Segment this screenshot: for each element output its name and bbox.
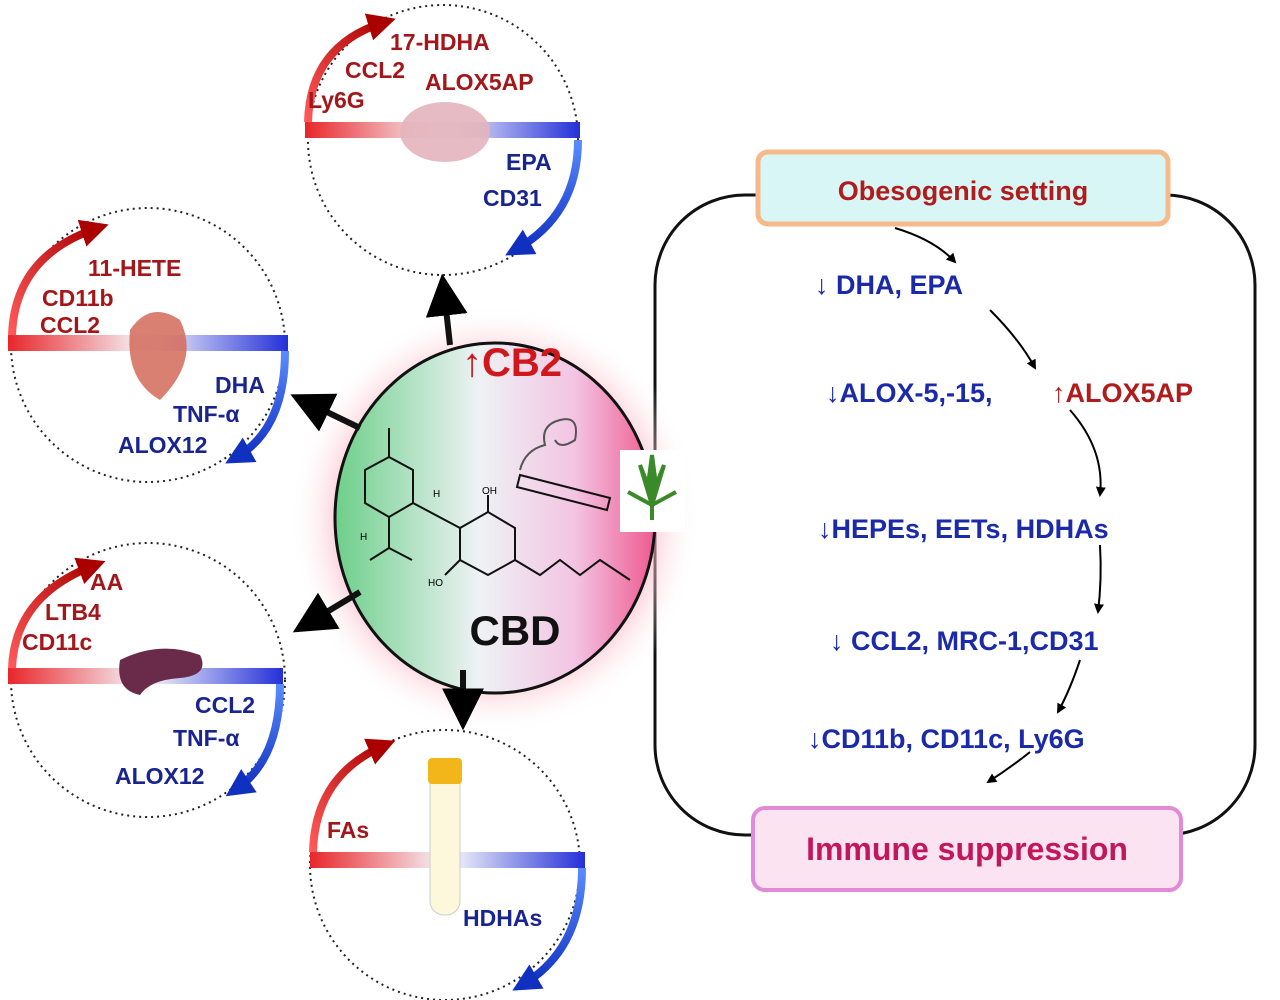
heart-icon [129,312,187,400]
up-arrow-icon [304,13,396,123]
heart-down-3: ALOX12 [118,432,207,458]
pathway-panel: Obesogenic setting Immune suppression ↓ … [653,149,1257,892]
spleen-up-1: AA [90,569,123,595]
heart-panel: 11-HETE CD11b CCL2 DHA TNF-α ALOX12 [8,207,289,483]
start-label: Obesogenic setting [838,176,1089,206]
spleen-up-2: LTB4 [45,599,101,625]
up-arrow-icon [8,557,106,669]
end-label: Immune suppression [806,831,1128,867]
cb2-label: ↑CB2 [462,341,562,385]
test-tube-icon [428,758,462,916]
lung-down-2: CD31 [483,185,542,211]
blood-up-1: FAs [327,817,369,843]
cigarette-icon [515,418,612,512]
up-arrow-icon [309,738,396,853]
heart-up-3: CCL2 [40,312,100,338]
cbd-molecule-icon [364,428,631,581]
blood-down-1: HDHAs [463,905,542,931]
h-label-2: H [360,532,367,543]
up-arrow-icon [8,219,109,336]
oh-bottom: HO [428,578,443,589]
down-arrow-icon [512,867,586,991]
lung-panel: 17-HDHA CCL2 ALOX5AP Ly6G EPA CD31 [304,4,582,276]
step-3: ↓HEPEs, EETs, HDHAs [818,514,1109,544]
lung-up-3: ALOX5AP [425,69,534,95]
cbd-label: CBD [470,607,561,654]
blood-panel: FAs HDHAs [309,729,586,1000]
lung-up-2: CCL2 [345,57,405,83]
lung-up-1: 17-HDHA [390,29,490,55]
h-label-1: H [433,489,440,500]
pathway-arrows [894,227,1106,784]
oh-top: OH [482,486,497,497]
spleen-panel: AA LTB4 CD11c CCL2 TNF-α ALOX12 [8,542,286,818]
lung-up-4: Ly6G [308,87,365,113]
heart-up-2: CD11b [42,285,114,311]
start-box [755,149,1171,227]
spleen-down-3: ALOX12 [115,763,204,789]
heart-down-1: DHA [215,372,265,398]
spleen-down-2: TNF-α [173,725,240,751]
organ-arrows [290,273,484,731]
step-4: ↓ CCL2, MRC-1,CD31 [830,626,1099,656]
lung-down-1: EPA [506,149,552,175]
cbd-center: ↑CB2 CBD OH HO H H [290,305,700,735]
down-arrow-icon [225,350,289,464]
heart-down-2: TNF-α [173,401,240,427]
step-5: ↓CD11b, CD11c, Ly6G [808,724,1085,754]
down-arrow-icon [225,683,284,797]
lung-icon [400,102,490,162]
step-1: ↓ DHA, EPA [815,270,963,300]
heart-up-1: 11-HETE [88,255,181,281]
spleen-up-3: CD11c [22,629,93,655]
end-box [751,806,1183,892]
step-2: ↓ALOX-5,-15, [826,378,993,408]
down-arrow-icon [505,139,582,256]
step-2-up: ↑ALOX5AP [1052,378,1193,408]
spleen-down-1: CCL2 [195,692,255,718]
spleen-icon [119,648,203,695]
